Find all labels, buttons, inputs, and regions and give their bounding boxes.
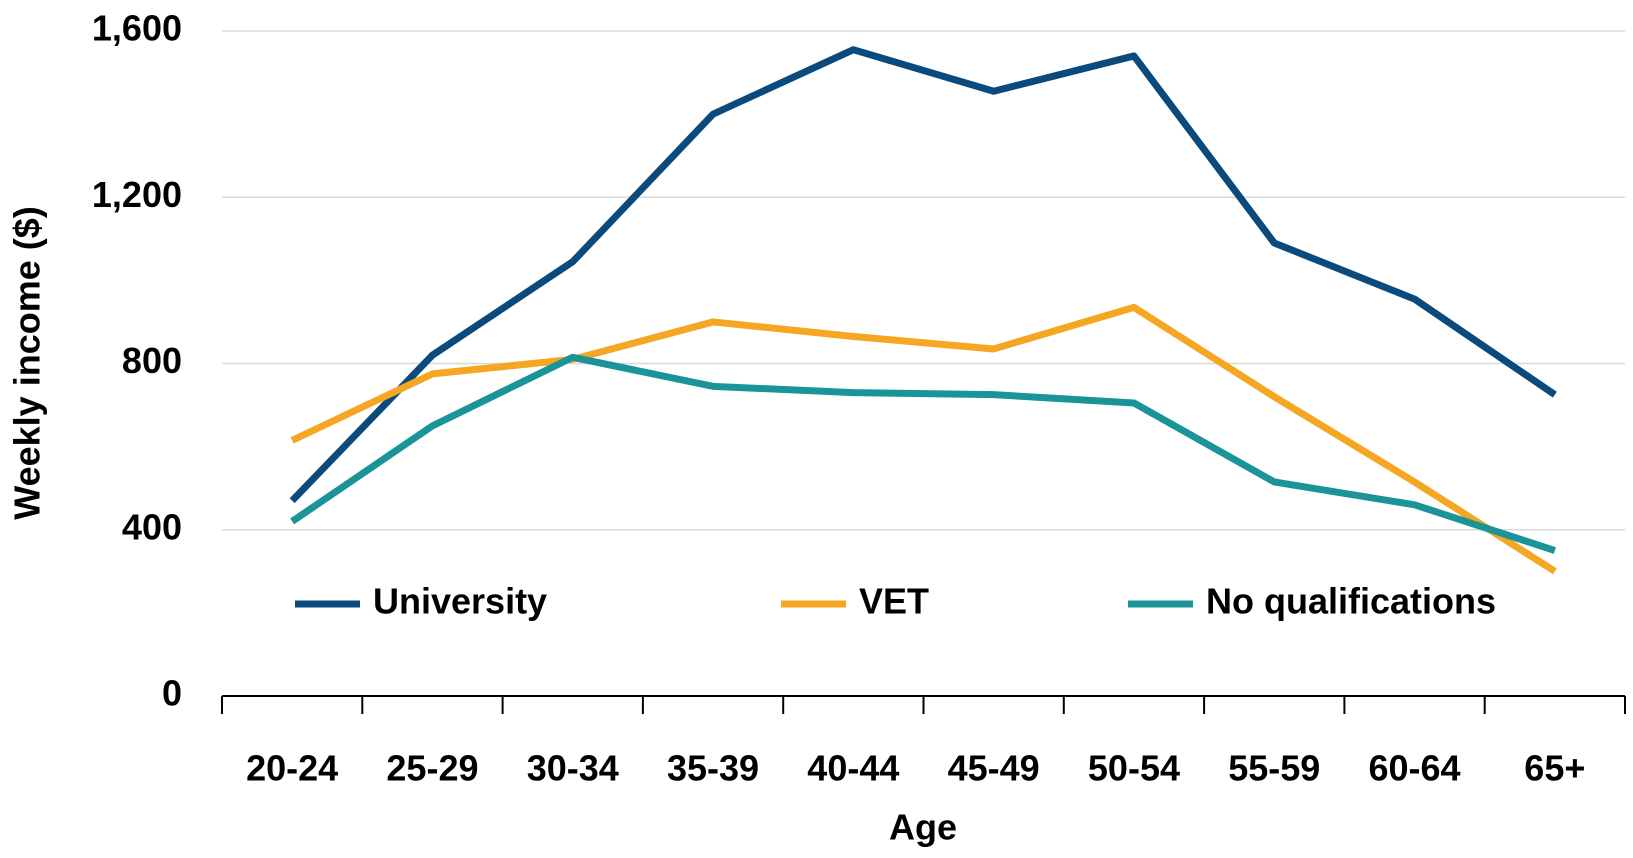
legend-label: University bbox=[373, 581, 547, 622]
series-line bbox=[290, 303, 1557, 575]
y-tick-label: 800 bbox=[122, 340, 182, 381]
y-tick-label: 400 bbox=[122, 506, 182, 547]
series-line bbox=[289, 46, 1557, 504]
y-axis-label: Weekly income ($) bbox=[7, 206, 48, 519]
x-tick-label: 40-44 bbox=[807, 748, 899, 789]
x-tick-label: 55-59 bbox=[1228, 748, 1320, 789]
x-tick-label: 35-39 bbox=[667, 748, 759, 789]
x-tick-label: 60-64 bbox=[1369, 748, 1461, 789]
x-tick-label: 20-24 bbox=[246, 748, 338, 789]
x-tick-label: 50-54 bbox=[1088, 748, 1180, 789]
x-tick-label: 45-49 bbox=[948, 748, 1040, 789]
x-tick-label: 25-29 bbox=[386, 748, 478, 789]
x-axis-label: Age bbox=[889, 807, 957, 848]
y-tick-label: 1,600 bbox=[92, 8, 182, 49]
x-tick-label: 65+ bbox=[1524, 748, 1585, 789]
x-tick-label: 30-34 bbox=[527, 748, 619, 789]
legend-label: VET bbox=[859, 581, 929, 622]
y-tick-label: 0 bbox=[162, 673, 182, 714]
y-tick-label: 1,200 bbox=[92, 174, 182, 215]
series-line bbox=[290, 353, 1556, 554]
legend-label: No qualifications bbox=[1206, 581, 1496, 622]
